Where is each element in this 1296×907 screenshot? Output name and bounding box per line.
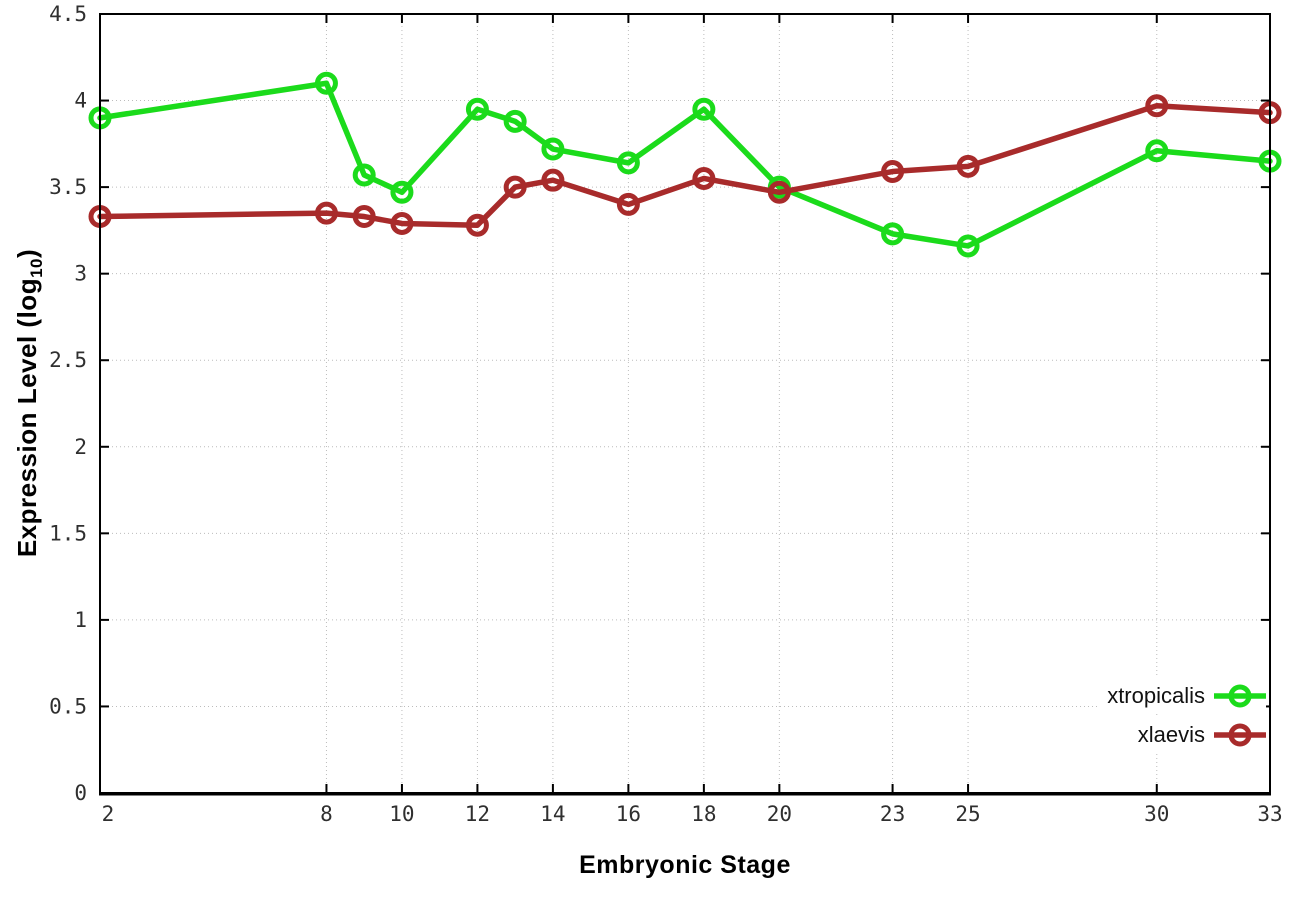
y-tick-label: 2	[74, 435, 87, 459]
data-point-xlaevis	[390, 211, 414, 235]
data-point-xtropicalis	[390, 180, 414, 204]
y-tick-label: 0.5	[49, 694, 87, 718]
data-point-xtropicalis	[1145, 139, 1169, 163]
data-point-xlaevis	[767, 180, 791, 204]
x-tick-label: 25	[955, 802, 980, 826]
x-tick-label: 18	[691, 802, 716, 826]
y-axis-title-text: Expression Level (log	[12, 277, 42, 558]
y-tick-label: 2.5	[49, 348, 87, 372]
x-tick-label: 10	[389, 802, 414, 826]
x-axis-title: Embryonic Stage	[579, 851, 791, 879]
data-point-xlaevis	[881, 160, 905, 184]
data-point-xlaevis	[692, 166, 716, 190]
y-tick-label: 3	[74, 262, 87, 286]
x-tick-label: 33	[1257, 802, 1282, 826]
legend-label-xlaevis: xlaevis	[1137, 721, 1205, 747]
y-axis-title-close: )	[12, 248, 42, 258]
data-point-xlaevis	[503, 175, 527, 199]
data-point-xlaevis	[352, 205, 376, 229]
data-point-xlaevis	[314, 201, 338, 225]
x-tick-label: 14	[540, 802, 565, 826]
data-point-xtropicalis	[881, 222, 905, 246]
data-point-xtropicalis	[352, 163, 376, 187]
data-point-xtropicalis	[465, 97, 489, 121]
plot-border	[99, 13, 1271, 794]
data-point-xlaevis	[616, 192, 640, 216]
y-tick-label: 4.5	[49, 2, 87, 26]
series-line-xtropicalis	[97, 80, 1273, 249]
legend-sample-xlaevis-icon	[1214, 723, 1266, 746]
y-tick-label: 3.5	[49, 175, 87, 199]
x-tick-label: 16	[616, 802, 641, 826]
data-point-xtropicalis	[314, 71, 338, 95]
data-point-xlaevis	[465, 213, 489, 237]
y-tick-label: 4	[74, 89, 87, 113]
x-tick-label: 2	[102, 802, 115, 826]
x-tick-label: 8	[320, 802, 333, 826]
x-tick-label: 12	[465, 802, 490, 826]
data-point-xtropicalis	[541, 137, 565, 161]
data-point-xlaevis	[541, 168, 565, 192]
series-line-xlaevis	[97, 102, 1273, 228]
y-axis-title-subscript: 10	[27, 258, 47, 278]
legend-entry-xlaevis: xlaevis	[1129, 716, 1266, 753]
data-point-xlaevis	[1145, 94, 1169, 118]
y-tick-label: 1.5	[49, 521, 87, 545]
data-point-xtropicalis	[692, 97, 716, 121]
x-tick-label: 23	[880, 802, 905, 826]
data-point-xtropicalis	[956, 234, 980, 258]
y-tick-label: 1	[74, 608, 87, 632]
legend-label-xtropicalis: xtropicalis	[1107, 682, 1205, 708]
x-tick-label: 20	[767, 802, 792, 826]
data-point-xlaevis	[956, 154, 980, 178]
legend: xtropicalis xlaevis	[1099, 677, 1266, 753]
legend-entry-xtropicalis: xtropicalis	[1099, 677, 1266, 714]
data-point-xtropicalis	[503, 109, 527, 133]
data-point-xtropicalis	[616, 151, 640, 175]
y-axis-title: Expression Level (log10)	[7, 13, 47, 793]
x-tick-label: 30	[1144, 802, 1169, 826]
legend-sample-xtropicalis-icon	[1214, 684, 1266, 707]
y-tick-label: 0	[74, 781, 87, 805]
